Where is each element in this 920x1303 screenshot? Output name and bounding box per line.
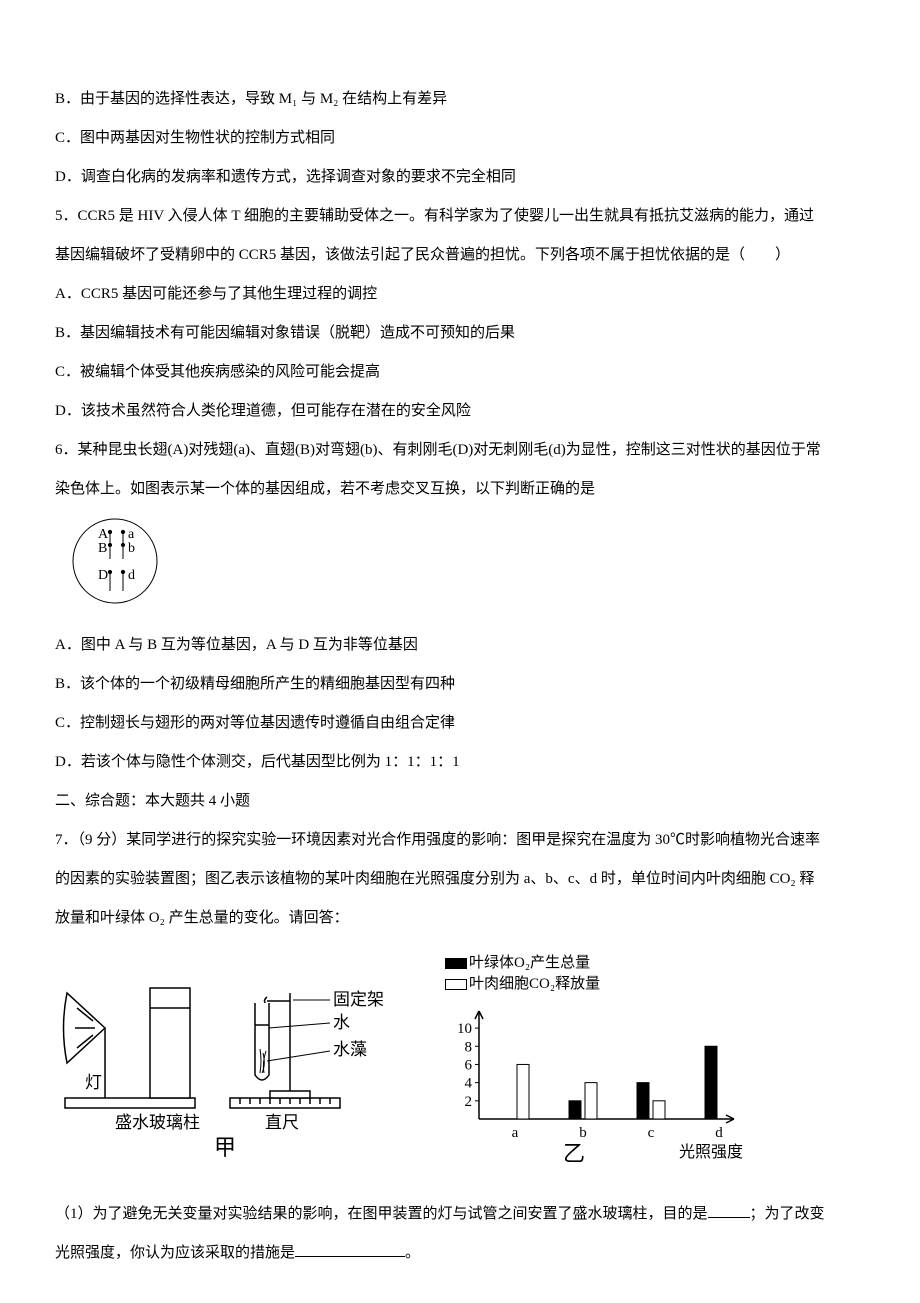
q5-option-b: B．基因编辑技术有可能因编辑对象错误（脱靶）造成不可预知的后果 [55, 314, 865, 353]
q6-option-c: C．控制翅长与翅形的两对等位基因遗传时遵循自由组合定律 [55, 704, 865, 743]
q5-option-a: A．CCR5 基因可能还参与了其他生理过程的调控 [55, 275, 865, 314]
svg-text:b: b [128, 541, 135, 556]
q5-option-c: C．被编辑个体受其他疾病感染的风险可能会提高 [55, 353, 865, 392]
label-lamp: 灯 [85, 1073, 102, 1092]
q6-stem-line2: 染色体上。如图表示某一个体的基因组成，若不考虑交叉互换，以下判断正确的是 [55, 470, 865, 509]
q7-sub1-cont: 光照强度，你认为应该采取的措施是。 [55, 1234, 865, 1273]
q4-option-c: C．图中两基因对生物性状的控制方式相同 [55, 119, 865, 158]
svg-text:8: 8 [465, 1039, 473, 1055]
svg-text:a: a [128, 527, 135, 542]
svg-text:6: 6 [465, 1057, 473, 1073]
svg-text:2: 2 [465, 1094, 473, 1110]
blank-2 [295, 1242, 405, 1257]
label-column: 盛水玻璃柱 [115, 1113, 200, 1132]
blank-1 [708, 1203, 750, 1218]
label-algae: 水藻 [333, 1040, 367, 1059]
svg-text:d: d [715, 1125, 723, 1141]
svg-text:B: B [98, 541, 107, 556]
q6-cell-diagram: A a B b D d [65, 517, 865, 621]
q7-stem-line1: 7．（9 分）某同学进行的探究实验一环境因素对光合作用强度的影响：图甲是探究在温… [55, 821, 865, 860]
q6-stem-line1: 6．某种昆虫长翅(A)对残翅(a)、直翅(B)对弯翅(b)、有刺刚毛(D)对无刺… [55, 431, 865, 470]
svg-text:A: A [98, 527, 109, 542]
svg-text:d: d [128, 568, 135, 583]
bar-chart: 2 4 6 8 10 a b c d 光照强度 乙 [445, 999, 765, 1164]
svg-text:c: c [648, 1125, 655, 1141]
q6-option-a: A．图中 A 与 B 互为等位基因，A 与 D 互为非等位基因 [55, 626, 865, 665]
q5-stem-line2: 基因编辑破坏了受精卵中的 CCR5 基因，该做法引起了民众普遍的担忧。下列各项不… [55, 236, 865, 275]
apparatus-diagram: 固定架 水 水藻 灯 盛水玻璃柱 直尺 甲 [55, 953, 395, 1163]
section-2-heading: 二、综合题：本大题共 4 小题 [55, 782, 865, 821]
svg-text:D: D [98, 568, 108, 583]
legend-o2: 叶绿体O₂产生总量 [445, 953, 765, 974]
svg-text:4: 4 [465, 1076, 473, 1092]
q6-option-d: D．若该个体与隐性个体测交，后代基因型比例为 1：1：1：1 [55, 743, 865, 782]
svg-text:10: 10 [457, 1021, 472, 1037]
q5-stem-line1: 5．CCR5 是 HIV 入侵人体 T 细胞的主要辅助受体之一。有科学家为了使婴… [55, 197, 865, 236]
legend-co2: 叶肉细胞CO₂释放量 [445, 974, 765, 995]
q7-stem-line2: 的因素的实验装置图；图乙表示该植物的某叶肉细胞在光照强度分别为 a、b、c、d … [55, 860, 865, 899]
chart-container: 叶绿体O₂产生总量 叶肉细胞CO₂释放量 2 4 6 8 10 a b c d 光照强度 乙 [445, 953, 765, 1180]
label-fixer: 固定架 [333, 990, 384, 1009]
label-ruler: 直尺 [265, 1113, 299, 1132]
svg-text:b: b [579, 1125, 587, 1141]
q4-option-b: B．由于基因的选择性表达，导致 M₁ 与 M₂ 在结构上有差异 [55, 80, 865, 119]
label-water: 水 [333, 1013, 350, 1032]
q4-option-d: D．调查白化病的发病率和遗传方式，选择调查对象的要求不完全相同 [55, 158, 865, 197]
q7-sub1: （1）为了避免无关变量对实验结果的影响，在图甲装置的灯与试管之间安置了盛水玻璃柱… [55, 1195, 865, 1234]
q6-option-b: B．该个体的一个初级精母细胞所产生的精细胞基因型有四种 [55, 665, 865, 704]
svg-text:光照强度: 光照强度 [679, 1143, 743, 1161]
q7-stem-line3: 放量和叶绿体 O₂ 产生总量的变化。请回答： [55, 899, 865, 938]
svg-text:乙: 乙 [563, 1141, 585, 1164]
svg-text:a: a [512, 1125, 519, 1141]
caption-jia: 甲 [214, 1135, 236, 1160]
q7-figures: 固定架 水 水藻 灯 盛水玻璃柱 直尺 甲 叶绿体O₂产生总量 叶肉细胞CO₂释… [55, 953, 865, 1180]
q5-option-d: D．该技术虽然符合人类伦理道德，但可能存在潜在的安全风险 [55, 392, 865, 431]
